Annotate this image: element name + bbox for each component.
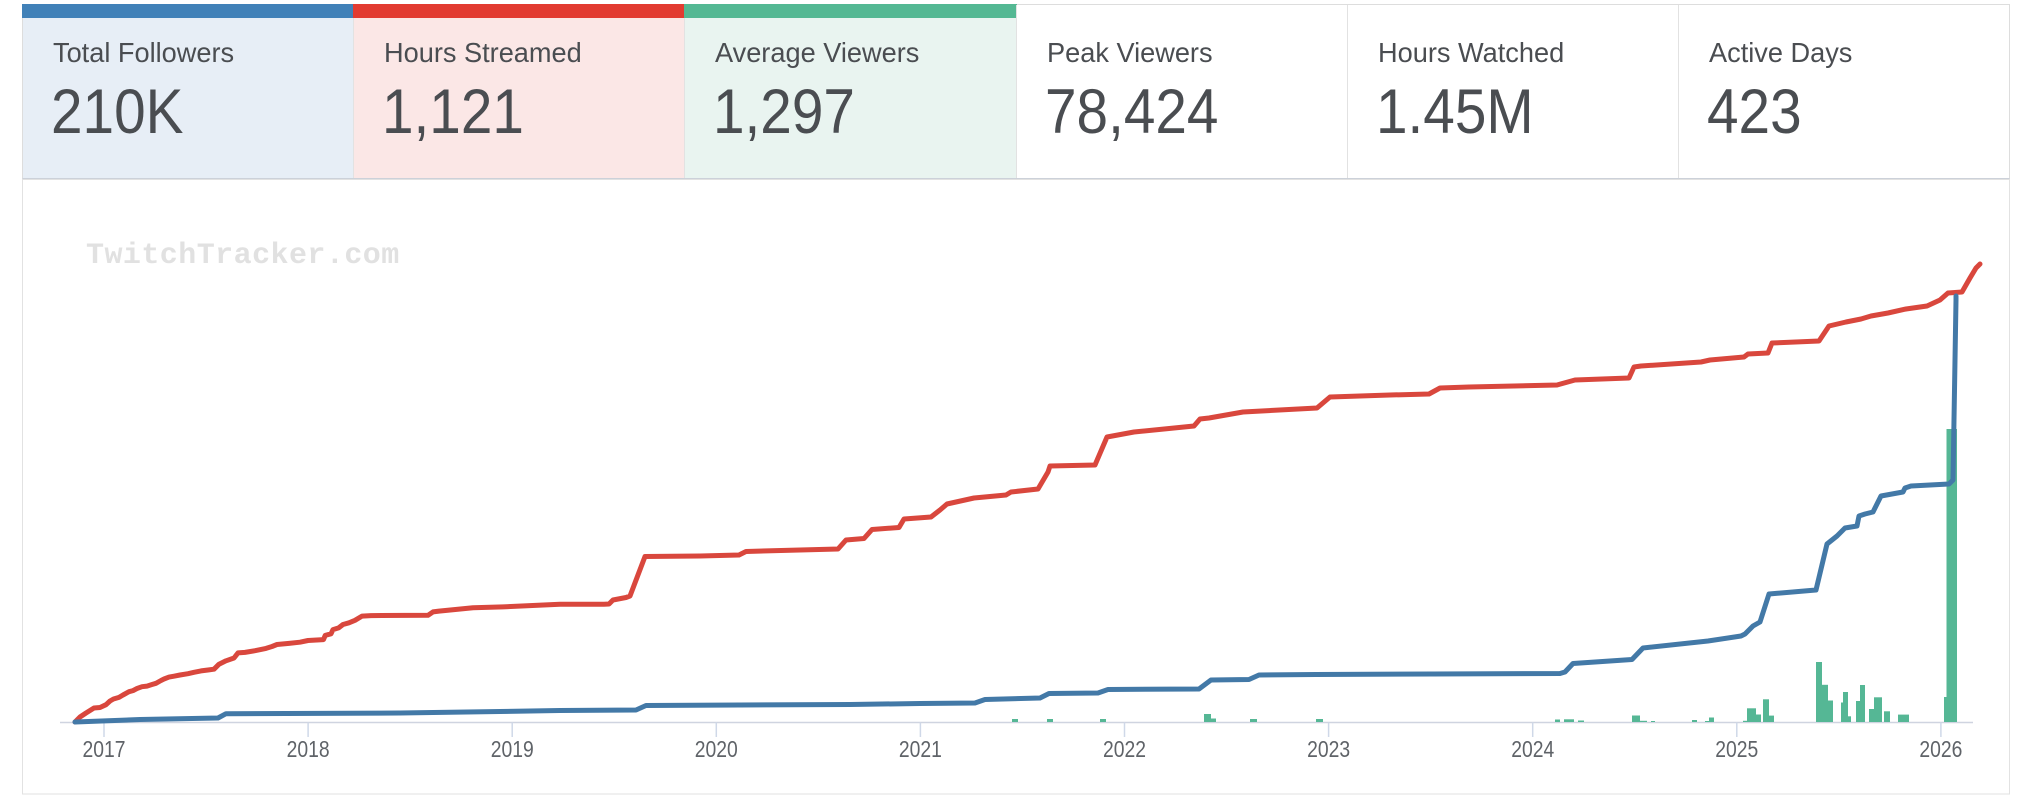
svg-text:2025: 2025 <box>1715 736 1758 762</box>
svg-text:2026: 2026 <box>1919 736 1962 762</box>
svg-text:TwitchTracker.com: TwitchTracker.com <box>86 239 400 273</box>
svg-text:2022: 2022 <box>1103 736 1146 762</box>
svg-text:2020: 2020 <box>695 736 738 762</box>
svg-text:2017: 2017 <box>83 736 126 762</box>
svg-text:2023: 2023 <box>1307 736 1350 762</box>
svg-text:2021: 2021 <box>899 736 942 762</box>
svg-text:2024: 2024 <box>1511 736 1554 762</box>
svg-text:2018: 2018 <box>287 736 330 762</box>
svg-text:2019: 2019 <box>491 736 534 762</box>
